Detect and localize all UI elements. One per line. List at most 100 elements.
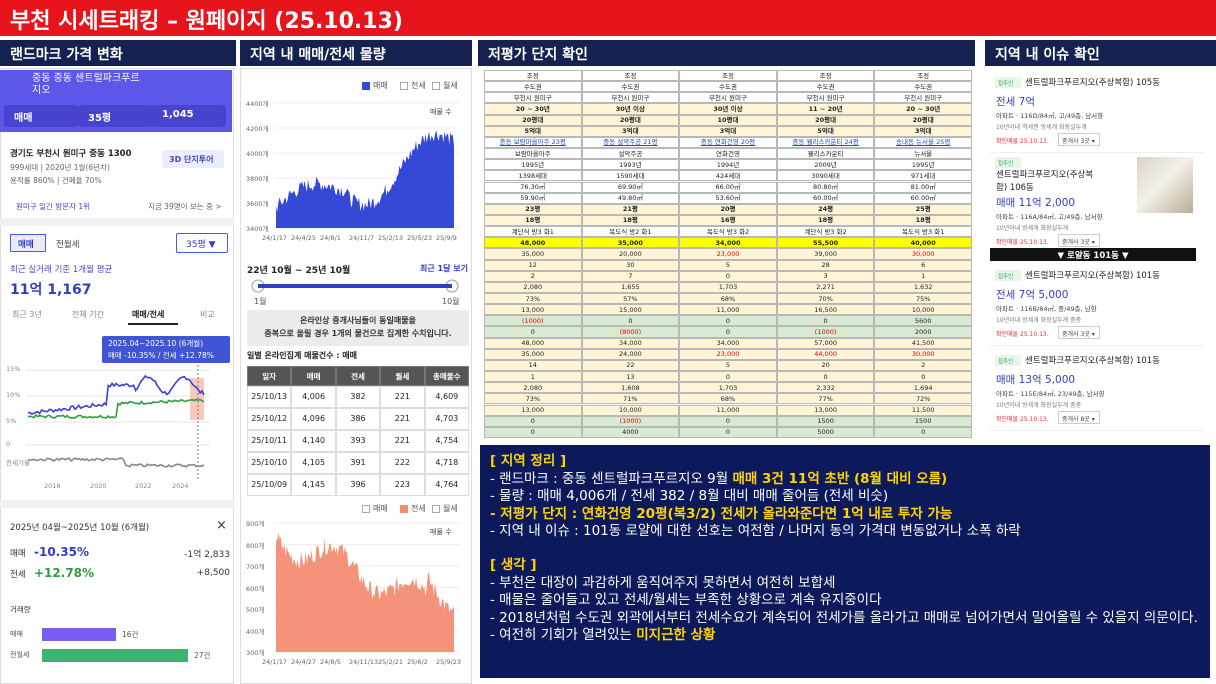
- table-cell: [380, 386, 425, 408]
- table-cell: [424, 408, 469, 430]
- table-value: 55,500: [813, 238, 839, 247]
- table-value: 1,703: [718, 383, 738, 392]
- listing-confirmed: 확인매물 25.10.13.: [996, 138, 1049, 145]
- table-value: 18평: [622, 216, 638, 225]
- table-cell: [874, 92, 972, 104]
- x-tick-label: 24/11/13: [349, 658, 379, 666]
- panel-title: 지역 내 이슈 확인: [995, 47, 1100, 63]
- badge-label: 집주인: [998, 161, 1014, 167]
- table-header-cell: [335, 366, 381, 386]
- period-tab: 최근 3년: [12, 310, 42, 319]
- table-cell: [581, 181, 680, 193]
- table-cell: [679, 371, 777, 383]
- table-cell: [679, 315, 777, 327]
- summary-text: - 물량 : 매매 4,006개 / 전세 382 / 8월 대비 매매 줄어듬…: [490, 488, 889, 505]
- table-cell: [484, 348, 582, 360]
- table-cell: [679, 114, 777, 126]
- table-value: 5000: [817, 428, 834, 437]
- table-cell: [679, 270, 777, 282]
- table-value: 4,105: [302, 458, 326, 467]
- table-cell: [874, 214, 972, 227]
- x-tick-label: 25/6/2: [407, 658, 428, 666]
- x-tick-label: 24/11/7: [349, 234, 375, 242]
- table-cell: [776, 214, 875, 227]
- table-header: 월세: [395, 372, 410, 381]
- table-cell: [679, 237, 777, 249]
- table-value: 부천시 원미구: [709, 93, 747, 102]
- summary-line: - 매물은 줄어들고 있고 전세/월세는 부족한 상황으로 계속 유지중이다: [490, 592, 1200, 610]
- table-value: 5억대: [524, 127, 542, 136]
- y-tick-label: 4200개: [246, 125, 269, 133]
- table-cell: [776, 426, 875, 438]
- table-value: 0: [628, 316, 633, 325]
- table-value: 20평대: [522, 116, 544, 125]
- table-value: 2000: [914, 327, 932, 336]
- table-value: 1: [921, 272, 926, 281]
- table-value: 5600: [914, 316, 932, 325]
- table-cell: [291, 474, 336, 496]
- table-header-cell: [247, 366, 292, 386]
- table-value: 1500: [914, 417, 932, 426]
- period-tab: 전체 기간: [72, 310, 104, 319]
- change-name: 매매: [10, 549, 26, 559]
- y-tick-label: 3800개: [246, 175, 269, 183]
- table-value: 393: [350, 436, 366, 445]
- legend-swatch: [400, 505, 408, 513]
- agent-count: 중개사 3곳 ▾: [1062, 239, 1095, 246]
- table-cell: [581, 159, 680, 171]
- table-cell: [581, 304, 680, 316]
- table-cell: [484, 415, 582, 427]
- highlight-text: - 저평가 단지 : 연화건영 20평(복3/2) 전세가 올라와준다면 1억 …: [490, 505, 953, 522]
- period-tab: 비교: [200, 310, 215, 319]
- table-value: 20평대: [815, 116, 837, 125]
- table-value: 수도권: [816, 82, 835, 91]
- table-value: 25/10/09: [251, 480, 288, 489]
- table-cell: [581, 281, 680, 293]
- panel-header: [240, 40, 472, 66]
- table-value: 1993년: [619, 160, 642, 169]
- legend-label: 월세: [443, 504, 458, 513]
- table-cell: [291, 386, 336, 408]
- table-cell: [247, 474, 292, 496]
- tour-label: 3D 단지투어: [169, 155, 214, 164]
- table-cell: [679, 404, 777, 416]
- table-cell: [484, 281, 582, 293]
- listing-tags: 10년이내 역세권 방세개 화장실두개: [996, 124, 1087, 131]
- table-cell: [776, 237, 875, 249]
- y-tick-label: 15%: [6, 365, 21, 373]
- summary-line: - 저평가 단지 : 연화건영 20평(복3/2) 전세가 올라와준다면 1억 …: [490, 506, 1200, 524]
- table-cell: [380, 430, 425, 452]
- listing-photo: [1137, 157, 1193, 213]
- volume-name: 전월세: [10, 651, 30, 659]
- table-value: 4,703: [435, 414, 459, 423]
- series-label: 매물 수: [430, 108, 452, 116]
- table-title: 일별 온라인집계 매물건수 : 매매: [247, 351, 358, 360]
- x-tick-label: 2022: [135, 482, 152, 490]
- table-value: 34,000: [715, 238, 741, 247]
- table-cell: [776, 359, 875, 372]
- table-value: 부천시 원미구: [904, 93, 943, 102]
- divider-label: ▼ 로얄동 101동 ▼: [1057, 251, 1129, 261]
- table-cell: [776, 348, 875, 360]
- owner-badge: [995, 355, 1021, 366]
- table-header: 전세: [351, 372, 365, 381]
- table-value: 396: [350, 480, 366, 489]
- table-value: 2,332: [816, 383, 835, 392]
- slider-label: 1월: [254, 297, 267, 306]
- table-cell: [484, 315, 582, 327]
- listing-tags: 10년이내 방세개 화장실두개 중층: [996, 402, 1082, 409]
- table-cell: [679, 348, 777, 360]
- tab-selected: [10, 234, 46, 252]
- agent-count: 중개사 3곳 ▾: [1062, 331, 1095, 338]
- table-header: 총매물수: [432, 372, 461, 381]
- table-cell: [484, 426, 582, 438]
- table-value: 중동 웰리스카운티 24평: [792, 138, 859, 147]
- table-cell: [776, 103, 875, 115]
- filter-value: 35평: [88, 113, 112, 124]
- table-value: (1000): [814, 327, 837, 336]
- table-value: 24평: [818, 205, 834, 214]
- table-cell: [874, 415, 972, 427]
- table-cell: [874, 192, 972, 204]
